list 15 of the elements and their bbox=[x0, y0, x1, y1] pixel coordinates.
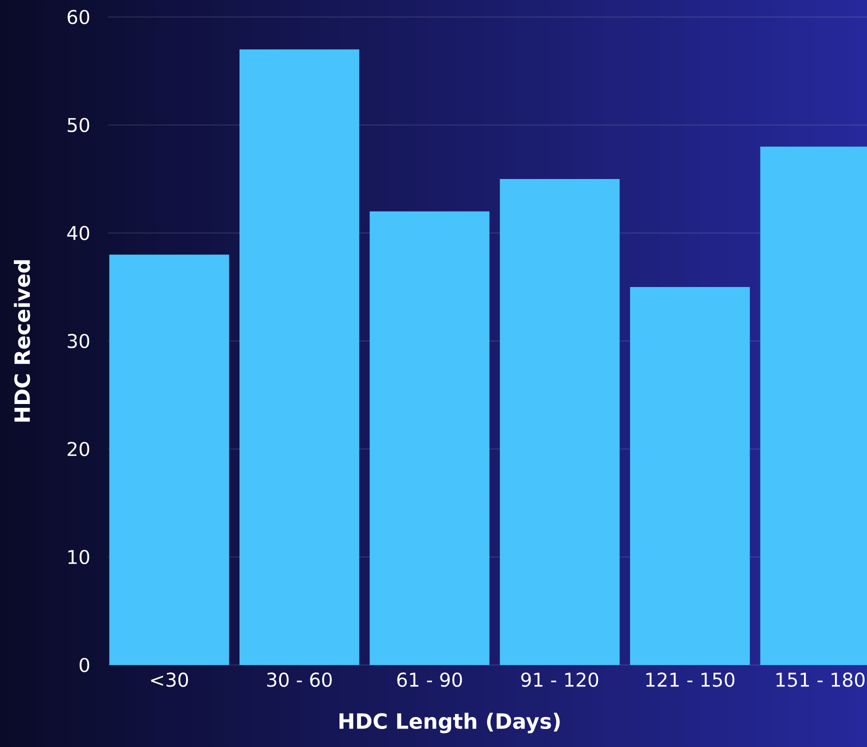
x-tick-label: 30 - 60 bbox=[267, 672, 332, 687]
x-tick-label: 151 - 180 bbox=[776, 672, 865, 687]
y-tick-label: 10 bbox=[68, 550, 90, 564]
x-axis-title: HDC Length (Days) bbox=[339, 712, 560, 734]
x-tick-label: 61 - 90 bbox=[397, 672, 462, 687]
x-tick-label: 91 - 120 bbox=[521, 672, 598, 687]
y-tick-label: 40 bbox=[67, 226, 90, 240]
y-tick-label: 50 bbox=[68, 118, 90, 132]
y-tick-label: 30 bbox=[68, 334, 90, 348]
x-tick-label: 121 - 150 bbox=[646, 672, 734, 687]
y-tick-label: 60 bbox=[68, 10, 90, 24]
y-tick-label: 0 bbox=[80, 658, 90, 672]
y-tick-label: 20 bbox=[68, 442, 90, 456]
x-tick-label: <30 bbox=[151, 672, 188, 687]
y-axis-title: HDC Received bbox=[14, 260, 30, 422]
